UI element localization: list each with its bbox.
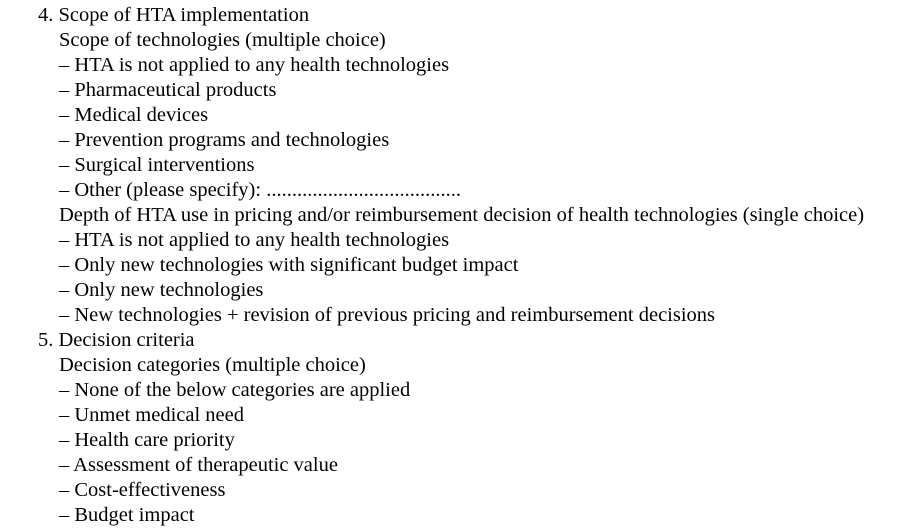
category-option: – Cost-effectiveness	[59, 479, 226, 501]
scope-option: – Prevention programs and technologies	[59, 129, 390, 151]
category-option: – None of the below categories are appli…	[59, 379, 411, 401]
scope-option: – Surgical interventions	[59, 154, 255, 176]
category-option: – Unmet medical need	[59, 404, 245, 426]
scope-option: – Medical devices	[59, 104, 209, 126]
scope-option: – HTA is not applied to any health techn…	[59, 54, 450, 76]
depth-option: – HTA is not applied to any health techn…	[59, 229, 450, 251]
scope-option-other: – Other (please specify): ..............…	[59, 179, 461, 201]
category-option: – Assessment of therapeutic value	[59, 454, 338, 476]
depth-option: – Only new technologies	[59, 279, 264, 301]
depth-option: – Only new technologies with significant…	[59, 254, 519, 276]
depth-option: – New technologies + revision of previou…	[59, 304, 716, 326]
category-option: – Budget impact	[59, 504, 195, 526]
category-option: – Health care priority	[59, 429, 235, 451]
section-4-heading: 4. Scope of HTA implementation	[38, 4, 310, 26]
depth-of-hta-title: Depth of HTA use in pricing and/or reimb…	[59, 204, 865, 226]
scope-option: – Pharmaceutical products	[59, 79, 277, 101]
section-5-heading: 5. Decision criteria	[38, 329, 195, 351]
decision-categories-title: Decision categories (multiple choice)	[59, 354, 366, 376]
scope-of-technologies-title: Scope of technologies (multiple choice)	[59, 29, 386, 51]
